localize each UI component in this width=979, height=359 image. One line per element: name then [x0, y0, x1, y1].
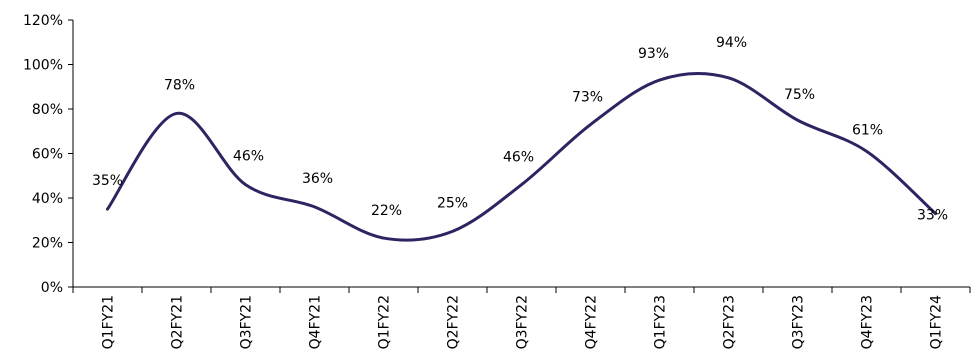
x-tick-label: Q2FY23 — [722, 295, 738, 349]
x-tick-label: Q1FY22 — [377, 295, 393, 349]
y-tick-label: 20% — [32, 236, 63, 252]
data-point — [244, 183, 248, 187]
data-label: 33% — [917, 208, 948, 224]
data-point — [865, 149, 869, 153]
data-point — [451, 229, 455, 233]
data-point — [175, 111, 179, 115]
data-point — [382, 236, 386, 240]
x-tick-label: Q3FY23 — [791, 295, 807, 349]
data-label: 93% — [638, 46, 669, 62]
data-point — [796, 118, 800, 122]
line-layer — [106, 71, 937, 242]
y-tick-label: 60% — [32, 147, 63, 163]
data-point — [313, 205, 317, 209]
y-tick-label: 100% — [23, 58, 63, 74]
data-label: 61% — [852, 122, 883, 138]
data-point — [520, 183, 524, 187]
labels-layer: 35% 78% 46% 36% 22% 25% 46% 73% 93% 94% 75% 61% 33% — [92, 35, 948, 224]
axes: 0% 20% 40% 60% 80% 100% 120% Q1FY21 Q2FY21 Q3FY21… — [23, 13, 971, 349]
x-tick-label: Q2FY21 — [170, 295, 186, 349]
x-tick-label: Q2FY22 — [446, 295, 462, 349]
data-label: 22% — [371, 203, 402, 219]
y-tick-label: 40% — [32, 191, 63, 207]
x-tick-label: Q3FY22 — [515, 295, 531, 349]
data-label: 46% — [503, 150, 534, 166]
data-label: 25% — [437, 195, 468, 211]
data-point — [658, 78, 662, 82]
x-tick-label: Q1FY24 — [929, 295, 945, 349]
x-tick-label: Q4FY22 — [584, 295, 600, 349]
x-tick-label: Q4FY23 — [860, 295, 876, 349]
y-tick-label: 0% — [41, 280, 63, 296]
data-label: 73% — [572, 90, 603, 106]
data-label: 46% — [233, 149, 264, 165]
x-tick-label: Q4FY21 — [308, 295, 324, 349]
data-label: 36% — [302, 171, 333, 187]
data-point — [727, 76, 731, 80]
y-tick-label: 120% — [23, 13, 63, 29]
y-tick-label: 80% — [32, 102, 63, 118]
series-line — [106, 71, 937, 242]
data-label: 35% — [92, 173, 123, 189]
data-point — [106, 207, 110, 211]
x-tick-label: Q3FY21 — [239, 295, 255, 349]
data-label: 94% — [716, 35, 747, 51]
data-label: 78% — [164, 77, 195, 93]
data-point — [589, 123, 593, 127]
data-label: 75% — [784, 87, 815, 103]
x-tick-label: Q1FY21 — [101, 295, 117, 349]
x-tick-label: Q1FY23 — [653, 295, 669, 349]
